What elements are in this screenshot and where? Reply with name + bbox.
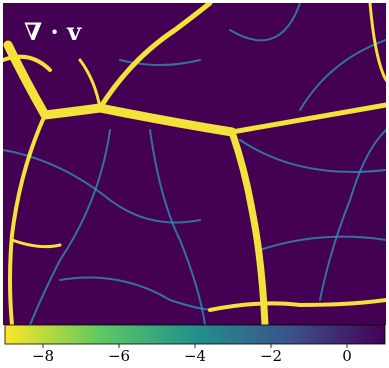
tick-label: −8	[32, 347, 54, 365]
tick-label: 0	[342, 347, 352, 365]
image-background	[3, 3, 386, 325]
tick-label: −4	[184, 347, 206, 365]
tick-label: −2	[260, 347, 282, 365]
tick-label: −6	[108, 347, 130, 365]
thin-filaments	[3, 3, 386, 325]
field-image	[3, 3, 386, 325]
colorbar-bar	[4, 324, 386, 345]
colorbar: −8 −6 −4 −2 0	[4, 324, 386, 365]
annotation: ∇ · v	[24, 17, 82, 46]
bright-filaments	[3, 3, 386, 325]
